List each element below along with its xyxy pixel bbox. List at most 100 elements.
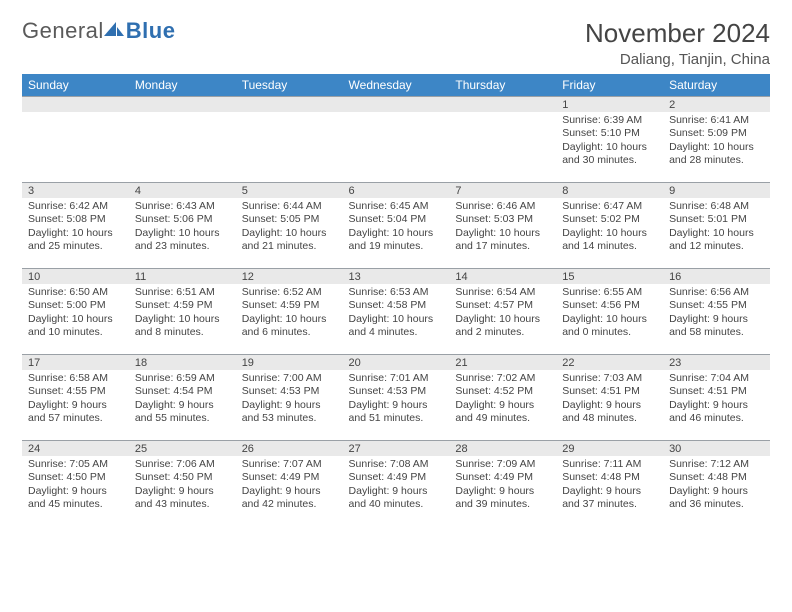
calendar-day-cell bbox=[236, 96, 343, 182]
sunset-text: Sunset: 4:55 PM bbox=[28, 385, 123, 398]
day-details: Sunrise: 6:46 AMSunset: 5:03 PMDaylight:… bbox=[449, 198, 556, 258]
sunset-text: Sunset: 5:02 PM bbox=[562, 213, 657, 226]
calendar-day-cell: 21Sunrise: 7:02 AMSunset: 4:52 PMDayligh… bbox=[449, 354, 556, 440]
sunrise-text: Sunrise: 6:52 AM bbox=[242, 286, 337, 299]
day-number: 15 bbox=[556, 268, 663, 284]
sunset-text: Sunset: 4:52 PM bbox=[455, 385, 550, 398]
day-number: 28 bbox=[449, 440, 556, 456]
daylight-text: Daylight: 10 hours and 17 minutes. bbox=[455, 227, 550, 254]
sunrise-text: Sunrise: 7:00 AM bbox=[242, 372, 337, 385]
day-details: Sunrise: 6:41 AMSunset: 5:09 PMDaylight:… bbox=[663, 112, 770, 172]
calendar-day-cell: 27Sunrise: 7:08 AMSunset: 4:49 PMDayligh… bbox=[343, 440, 450, 526]
day-number: 14 bbox=[449, 268, 556, 284]
day-number: 22 bbox=[556, 354, 663, 370]
daylight-text: Daylight: 9 hours and 57 minutes. bbox=[28, 399, 123, 426]
sunset-text: Sunset: 4:53 PM bbox=[242, 385, 337, 398]
daylight-text: Daylight: 10 hours and 12 minutes. bbox=[669, 227, 764, 254]
weekday-header: Friday bbox=[556, 74, 663, 96]
sunset-text: Sunset: 4:50 PM bbox=[28, 471, 123, 484]
sunset-text: Sunset: 5:05 PM bbox=[242, 213, 337, 226]
sunset-text: Sunset: 4:51 PM bbox=[562, 385, 657, 398]
day-number: 19 bbox=[236, 354, 343, 370]
daylight-text: Daylight: 9 hours and 40 minutes. bbox=[349, 485, 444, 512]
calendar-day-cell bbox=[343, 96, 450, 182]
calendar-day-cell: 24Sunrise: 7:05 AMSunset: 4:50 PMDayligh… bbox=[22, 440, 129, 526]
day-number: 13 bbox=[343, 268, 450, 284]
daylight-text: Daylight: 10 hours and 23 minutes. bbox=[135, 227, 230, 254]
calendar-day-cell: 28Sunrise: 7:09 AMSunset: 4:49 PMDayligh… bbox=[449, 440, 556, 526]
day-details: Sunrise: 6:59 AMSunset: 4:54 PMDaylight:… bbox=[129, 370, 236, 430]
day-details: Sunrise: 6:42 AMSunset: 5:08 PMDaylight:… bbox=[22, 198, 129, 258]
day-number: 25 bbox=[129, 440, 236, 456]
weekday-header: Wednesday bbox=[343, 74, 450, 96]
sunrise-text: Sunrise: 7:12 AM bbox=[669, 458, 764, 471]
day-details: Sunrise: 7:12 AMSunset: 4:48 PMDaylight:… bbox=[663, 456, 770, 516]
day-number: 23 bbox=[663, 354, 770, 370]
title-block: November 2024 Daliang, Tianjin, China bbox=[585, 18, 770, 68]
sunrise-text: Sunrise: 6:39 AM bbox=[562, 114, 657, 127]
daylight-text: Daylight: 9 hours and 46 minutes. bbox=[669, 399, 764, 426]
day-details bbox=[449, 112, 556, 118]
sunset-text: Sunset: 4:49 PM bbox=[242, 471, 337, 484]
sunset-text: Sunset: 5:10 PM bbox=[562, 127, 657, 140]
sunrise-text: Sunrise: 7:09 AM bbox=[455, 458, 550, 471]
weekday-header: Tuesday bbox=[236, 74, 343, 96]
day-details: Sunrise: 6:50 AMSunset: 5:00 PMDaylight:… bbox=[22, 284, 129, 344]
sunset-text: Sunset: 4:49 PM bbox=[349, 471, 444, 484]
day-number: 10 bbox=[22, 268, 129, 284]
sunset-text: Sunset: 4:54 PM bbox=[135, 385, 230, 398]
day-number: 6 bbox=[343, 182, 450, 198]
daylight-text: Daylight: 9 hours and 45 minutes. bbox=[28, 485, 123, 512]
calendar-body: 1Sunrise: 6:39 AMSunset: 5:10 PMDaylight… bbox=[22, 96, 770, 526]
day-details: Sunrise: 6:44 AMSunset: 5:05 PMDaylight:… bbox=[236, 198, 343, 258]
daylight-text: Daylight: 10 hours and 25 minutes. bbox=[28, 227, 123, 254]
calendar-day-cell: 29Sunrise: 7:11 AMSunset: 4:48 PMDayligh… bbox=[556, 440, 663, 526]
calendar-day-cell: 20Sunrise: 7:01 AMSunset: 4:53 PMDayligh… bbox=[343, 354, 450, 440]
sunrise-text: Sunrise: 6:54 AM bbox=[455, 286, 550, 299]
sunrise-text: Sunrise: 7:08 AM bbox=[349, 458, 444, 471]
sunset-text: Sunset: 4:59 PM bbox=[242, 299, 337, 312]
sunset-text: Sunset: 5:01 PM bbox=[669, 213, 764, 226]
calendar-day-cell: 30Sunrise: 7:12 AMSunset: 4:48 PMDayligh… bbox=[663, 440, 770, 526]
daylight-text: Daylight: 10 hours and 4 minutes. bbox=[349, 313, 444, 340]
day-details: Sunrise: 7:09 AMSunset: 4:49 PMDaylight:… bbox=[449, 456, 556, 516]
calendar-day-cell: 19Sunrise: 7:00 AMSunset: 4:53 PMDayligh… bbox=[236, 354, 343, 440]
calendar-day-cell: 22Sunrise: 7:03 AMSunset: 4:51 PMDayligh… bbox=[556, 354, 663, 440]
daylight-text: Daylight: 9 hours and 48 minutes. bbox=[562, 399, 657, 426]
day-number: 29 bbox=[556, 440, 663, 456]
calendar-day-cell: 8Sunrise: 6:47 AMSunset: 5:02 PMDaylight… bbox=[556, 182, 663, 268]
day-details: Sunrise: 7:03 AMSunset: 4:51 PMDaylight:… bbox=[556, 370, 663, 430]
sunrise-text: Sunrise: 6:43 AM bbox=[135, 200, 230, 213]
calendar-day-cell: 25Sunrise: 7:06 AMSunset: 4:50 PMDayligh… bbox=[129, 440, 236, 526]
day-number: 20 bbox=[343, 354, 450, 370]
calendar-day-cell: 12Sunrise: 6:52 AMSunset: 4:59 PMDayligh… bbox=[236, 268, 343, 354]
calendar-day-cell: 23Sunrise: 7:04 AMSunset: 4:51 PMDayligh… bbox=[663, 354, 770, 440]
sunset-text: Sunset: 4:50 PM bbox=[135, 471, 230, 484]
daylight-text: Daylight: 9 hours and 49 minutes. bbox=[455, 399, 550, 426]
daylight-text: Daylight: 10 hours and 21 minutes. bbox=[242, 227, 337, 254]
sunset-text: Sunset: 4:51 PM bbox=[669, 385, 764, 398]
day-details: Sunrise: 6:43 AMSunset: 5:06 PMDaylight:… bbox=[129, 198, 236, 258]
calendar-day-cell: 4Sunrise: 6:43 AMSunset: 5:06 PMDaylight… bbox=[129, 182, 236, 268]
calendar-day-cell: 15Sunrise: 6:55 AMSunset: 4:56 PMDayligh… bbox=[556, 268, 663, 354]
day-details bbox=[343, 112, 450, 118]
day-details: Sunrise: 6:52 AMSunset: 4:59 PMDaylight:… bbox=[236, 284, 343, 344]
day-details: Sunrise: 7:08 AMSunset: 4:49 PMDaylight:… bbox=[343, 456, 450, 516]
calendar-day-cell: 2Sunrise: 6:41 AMSunset: 5:09 PMDaylight… bbox=[663, 96, 770, 182]
calendar-table: Sunday Monday Tuesday Wednesday Thursday… bbox=[22, 74, 770, 526]
daylight-text: Daylight: 10 hours and 30 minutes. bbox=[562, 141, 657, 168]
day-details: Sunrise: 6:55 AMSunset: 4:56 PMDaylight:… bbox=[556, 284, 663, 344]
daylight-text: Daylight: 9 hours and 55 minutes. bbox=[135, 399, 230, 426]
daylight-text: Daylight: 9 hours and 58 minutes. bbox=[669, 313, 764, 340]
sunset-text: Sunset: 4:59 PM bbox=[135, 299, 230, 312]
day-number: 18 bbox=[129, 354, 236, 370]
calendar-day-cell bbox=[22, 96, 129, 182]
day-number: 16 bbox=[663, 268, 770, 284]
sunset-text: Sunset: 4:58 PM bbox=[349, 299, 444, 312]
day-details: Sunrise: 6:53 AMSunset: 4:58 PMDaylight:… bbox=[343, 284, 450, 344]
day-details: Sunrise: 7:07 AMSunset: 4:49 PMDaylight:… bbox=[236, 456, 343, 516]
calendar-day-cell: 1Sunrise: 6:39 AMSunset: 5:10 PMDaylight… bbox=[556, 96, 663, 182]
calendar-day-cell: 17Sunrise: 6:58 AMSunset: 4:55 PMDayligh… bbox=[22, 354, 129, 440]
calendar-day-cell: 16Sunrise: 6:56 AMSunset: 4:55 PMDayligh… bbox=[663, 268, 770, 354]
sunset-text: Sunset: 4:53 PM bbox=[349, 385, 444, 398]
